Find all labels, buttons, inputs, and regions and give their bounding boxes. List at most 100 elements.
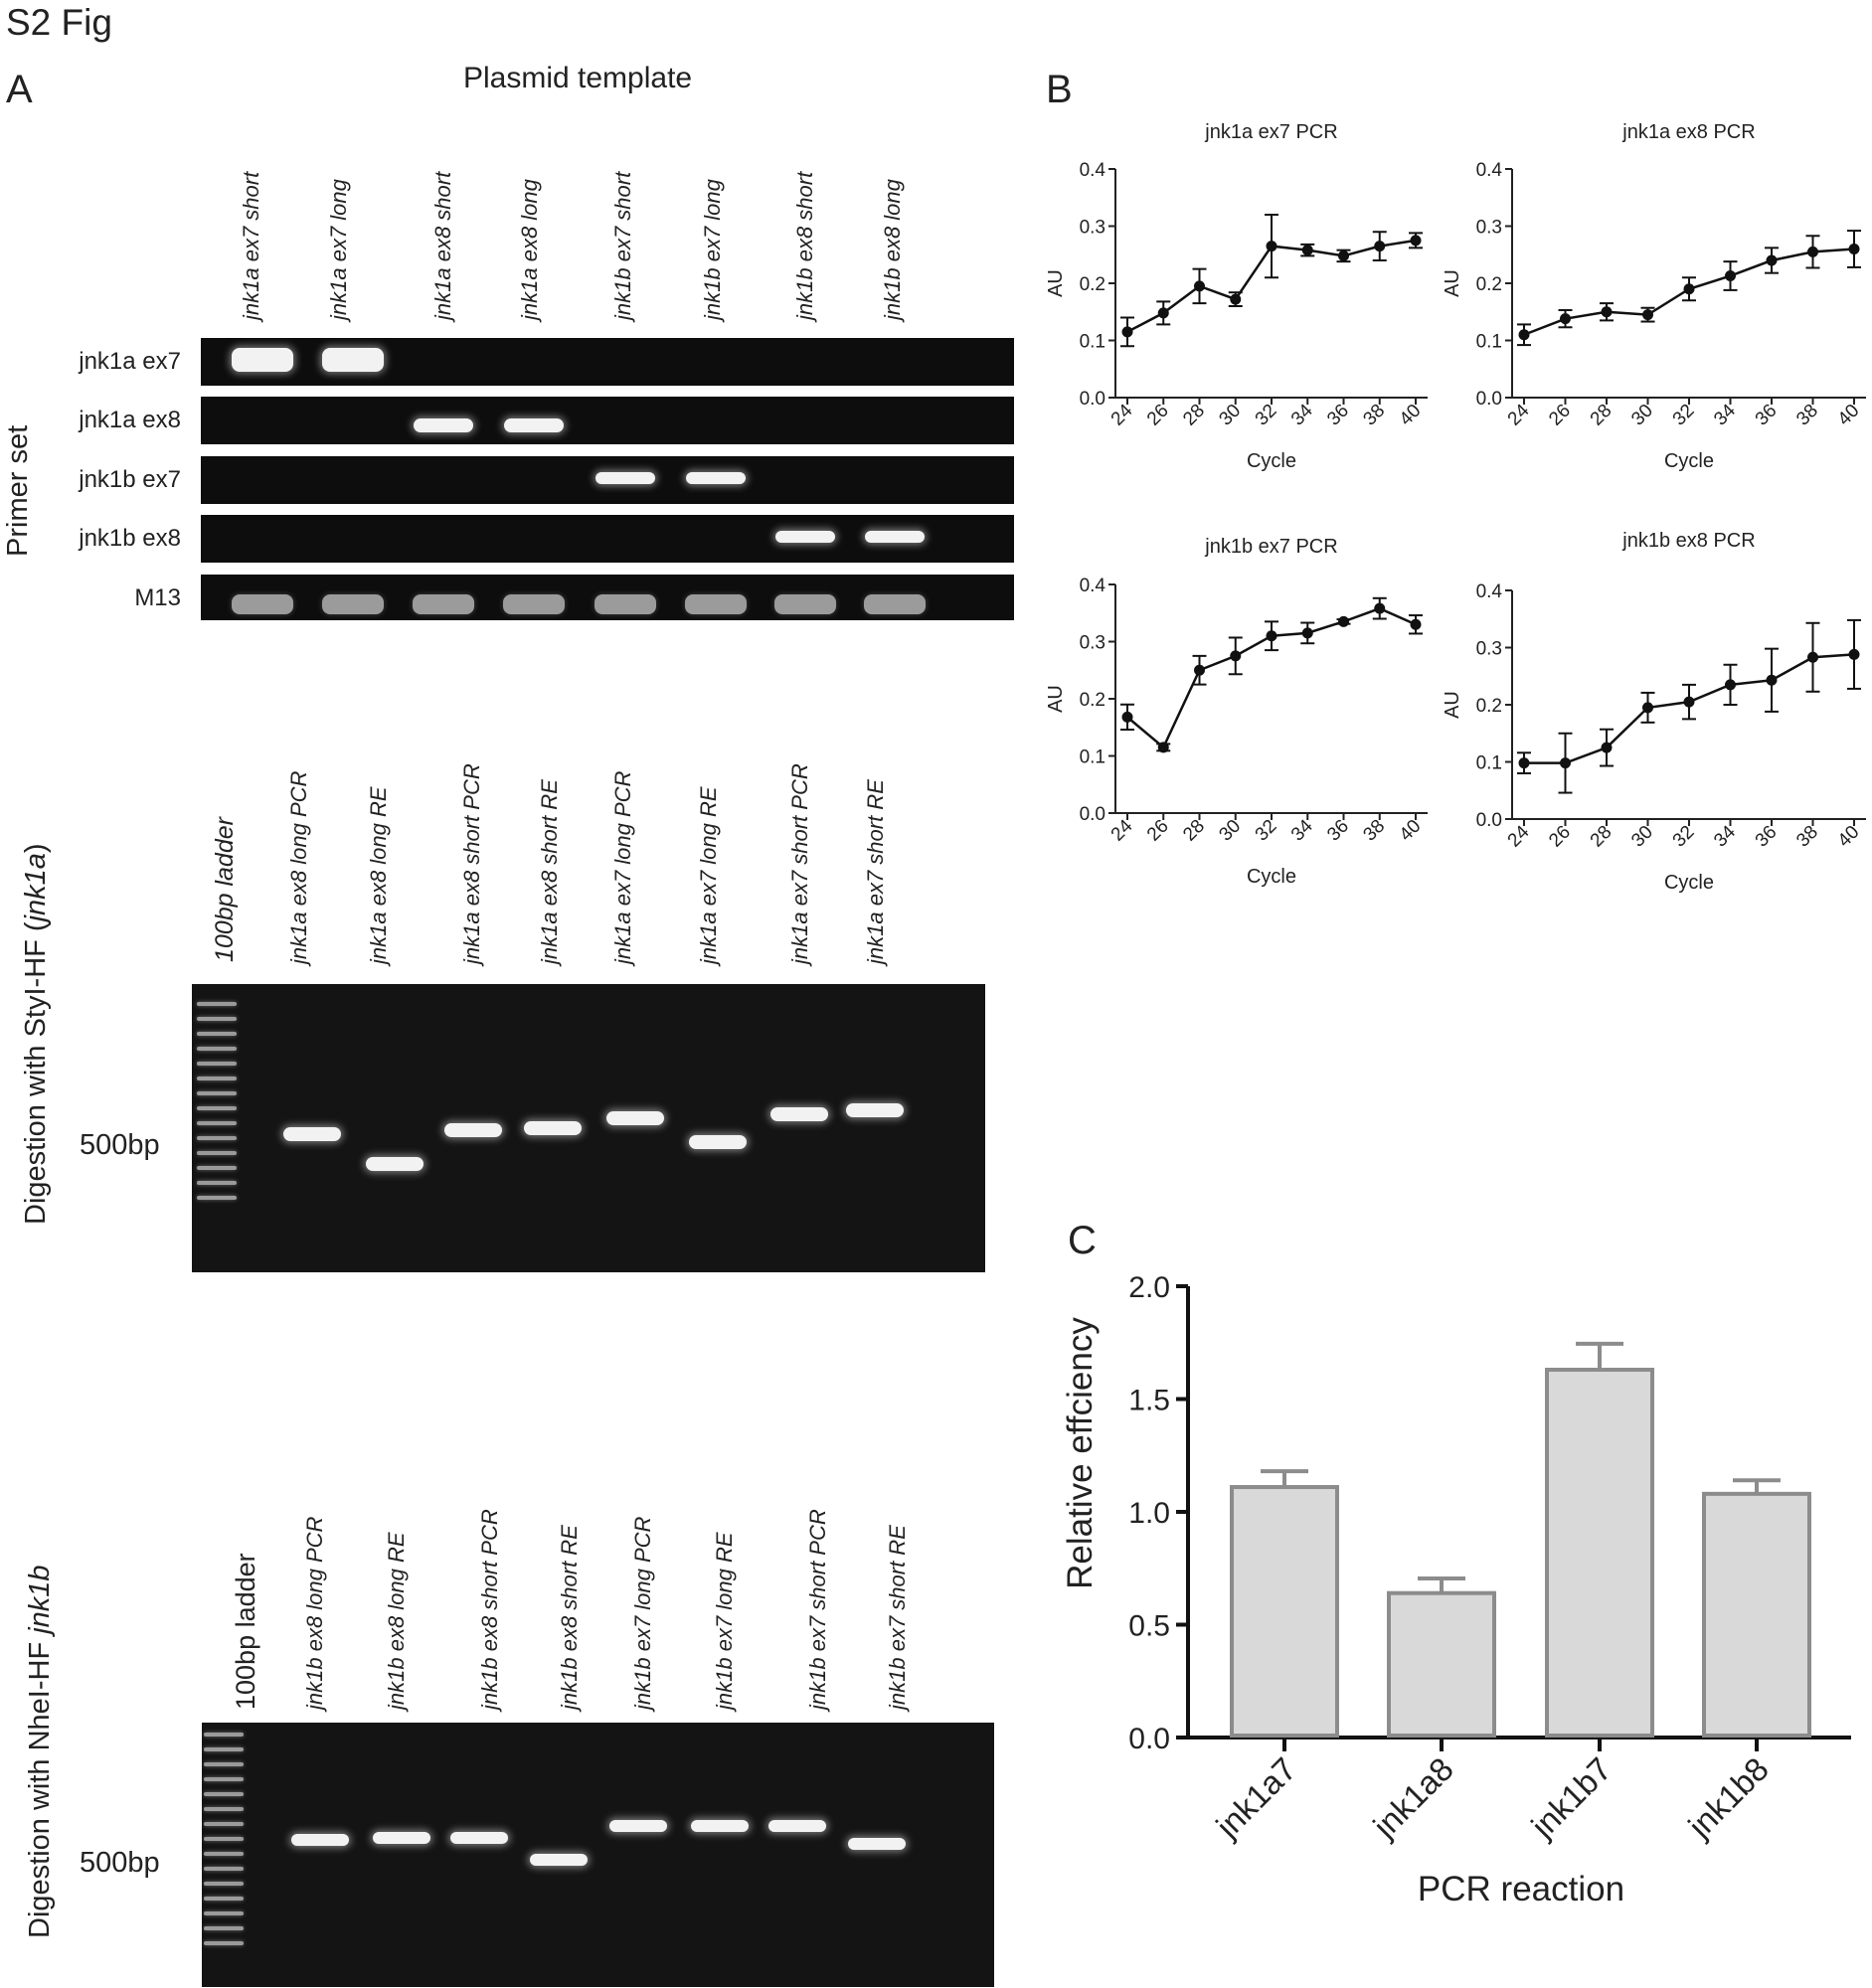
data-point	[1848, 244, 1860, 254]
data-point	[1601, 306, 1613, 318]
data-point	[1157, 742, 1169, 753]
middle-500bp-marker: 500bp	[80, 1129, 160, 1161]
x-tick-label: 24	[1504, 821, 1534, 851]
gel-band	[595, 594, 656, 614]
figure-title: S2 Fig	[6, 2, 112, 43]
gel-band	[606, 1111, 664, 1125]
data-point	[1194, 664, 1205, 676]
ladder-band	[197, 1196, 237, 1200]
y-tick-label: 0.4	[1476, 581, 1503, 602]
x-tick-label: 32	[1669, 401, 1699, 430]
y-tick-label: 0.0	[1128, 1723, 1170, 1755]
gel-band	[846, 1103, 904, 1117]
primer-set-row-label: jnk1b ex8	[79, 525, 181, 552]
gel-strip	[201, 397, 1014, 444]
y-tick-label: 0.3	[1080, 633, 1106, 654]
gel-band	[503, 594, 565, 614]
x-tick-label: 28	[1179, 816, 1209, 846]
x-tick-label: 28	[1587, 822, 1617, 852]
gel-band	[609, 1820, 667, 1832]
x-tick-label: jnk1a7	[1208, 1750, 1303, 1846]
y-axis-label: AU	[1442, 269, 1463, 297]
data-point	[1601, 742, 1613, 753]
y-axis-label: Relative effciency	[1061, 1317, 1100, 1589]
y-tick-label: 0.0	[1476, 389, 1502, 410]
x-tick-label: 30	[1215, 401, 1245, 430]
gel-band	[322, 348, 384, 372]
x-tick-label: 30	[1627, 822, 1657, 852]
bar	[1387, 1590, 1496, 1738]
bar-chart: 0.0 0.5 1.0 1.5 2.0 jnk1a7 jnk1a8 jnk1b7 jnk1b8 P…	[1061, 1271, 1851, 1908]
x-tick-label: 28	[1587, 401, 1617, 430]
x-tick-label: 32	[1252, 401, 1281, 430]
data-point	[1518, 329, 1530, 341]
x-tick-label: 32	[1669, 822, 1699, 852]
ladder-band	[197, 1166, 237, 1170]
panel-c-letter: C	[1068, 1219, 1097, 1262]
gel-band	[413, 594, 474, 614]
chart-title: jnk1b ex7 PCR	[1204, 536, 1337, 558]
ladder-band	[204, 1926, 244, 1930]
ladder-band	[197, 1151, 237, 1155]
x-axis-label: PCR reaction	[1418, 1870, 1624, 1908]
bar	[1230, 1485, 1339, 1738]
x-tick-label: 34	[1710, 400, 1740, 429]
y-axis-label: AU	[1045, 269, 1067, 297]
ladder-band	[197, 1136, 237, 1140]
y-tick-label: 2.0	[1128, 1271, 1170, 1304]
gel-band	[232, 594, 293, 614]
y-tick-label: 0.0	[1476, 810, 1502, 831]
ladder-band	[197, 1106, 237, 1110]
data-point	[1266, 630, 1277, 642]
y-axis-label: AU	[1442, 691, 1463, 719]
gel-band	[283, 1127, 341, 1141]
data-point	[1338, 615, 1349, 627]
data-point	[1194, 280, 1205, 292]
styi-digestion-gel	[192, 984, 985, 1272]
gel-band	[689, 1135, 747, 1149]
ladder-band	[204, 1747, 244, 1751]
data-point	[1766, 674, 1778, 686]
gel-band	[530, 1854, 588, 1866]
x-tick-label: 24	[1504, 400, 1534, 429]
y-tick-label: 0.2	[1080, 690, 1106, 711]
gel-strip	[201, 456, 1014, 504]
x-tick-label: 34	[1287, 815, 1317, 845]
y-tick-label: 1.5	[1128, 1385, 1170, 1417]
data-point	[1518, 757, 1530, 769]
y-tick-label: 0.2	[1476, 696, 1502, 717]
data-point	[1725, 270, 1736, 282]
gel-band	[775, 531, 835, 543]
bar	[1702, 1491, 1811, 1738]
gel-strip	[201, 338, 1014, 386]
panel-b-letter: B	[1046, 68, 1073, 111]
data-point	[1230, 293, 1242, 305]
x-tick-label: 38	[1792, 822, 1822, 852]
bottom-500bp-marker: 500bp	[80, 1847, 160, 1879]
ladder-band	[204, 1867, 244, 1871]
y-tick-label: 0.1	[1080, 332, 1106, 353]
chart-title: jnk1b ex8 PCR	[1621, 530, 1755, 552]
ladder-band	[197, 1077, 237, 1080]
ladder-band	[197, 1121, 237, 1125]
panel-a-letter: A	[6, 68, 33, 111]
ladder-band	[204, 1897, 244, 1901]
data-point	[1301, 627, 1313, 639]
ladder-band	[197, 1181, 237, 1185]
chart-title: jnk1a ex8 PCR	[1621, 121, 1755, 143]
data-point	[1807, 651, 1818, 663]
ladder-band	[197, 1017, 237, 1021]
y-tick-label: 0.1	[1476, 753, 1502, 774]
ladder-band	[204, 1792, 244, 1796]
data-point	[1374, 602, 1386, 614]
y-tick-label: 0.2	[1476, 274, 1502, 295]
x-axis-label: Cycle	[1247, 450, 1296, 472]
x-tick-label: 40	[1834, 401, 1864, 430]
ladder-band	[204, 1911, 244, 1915]
gel-band	[774, 594, 836, 614]
x-tick-label: 26	[1545, 401, 1575, 430]
gel-band	[373, 1832, 430, 1844]
